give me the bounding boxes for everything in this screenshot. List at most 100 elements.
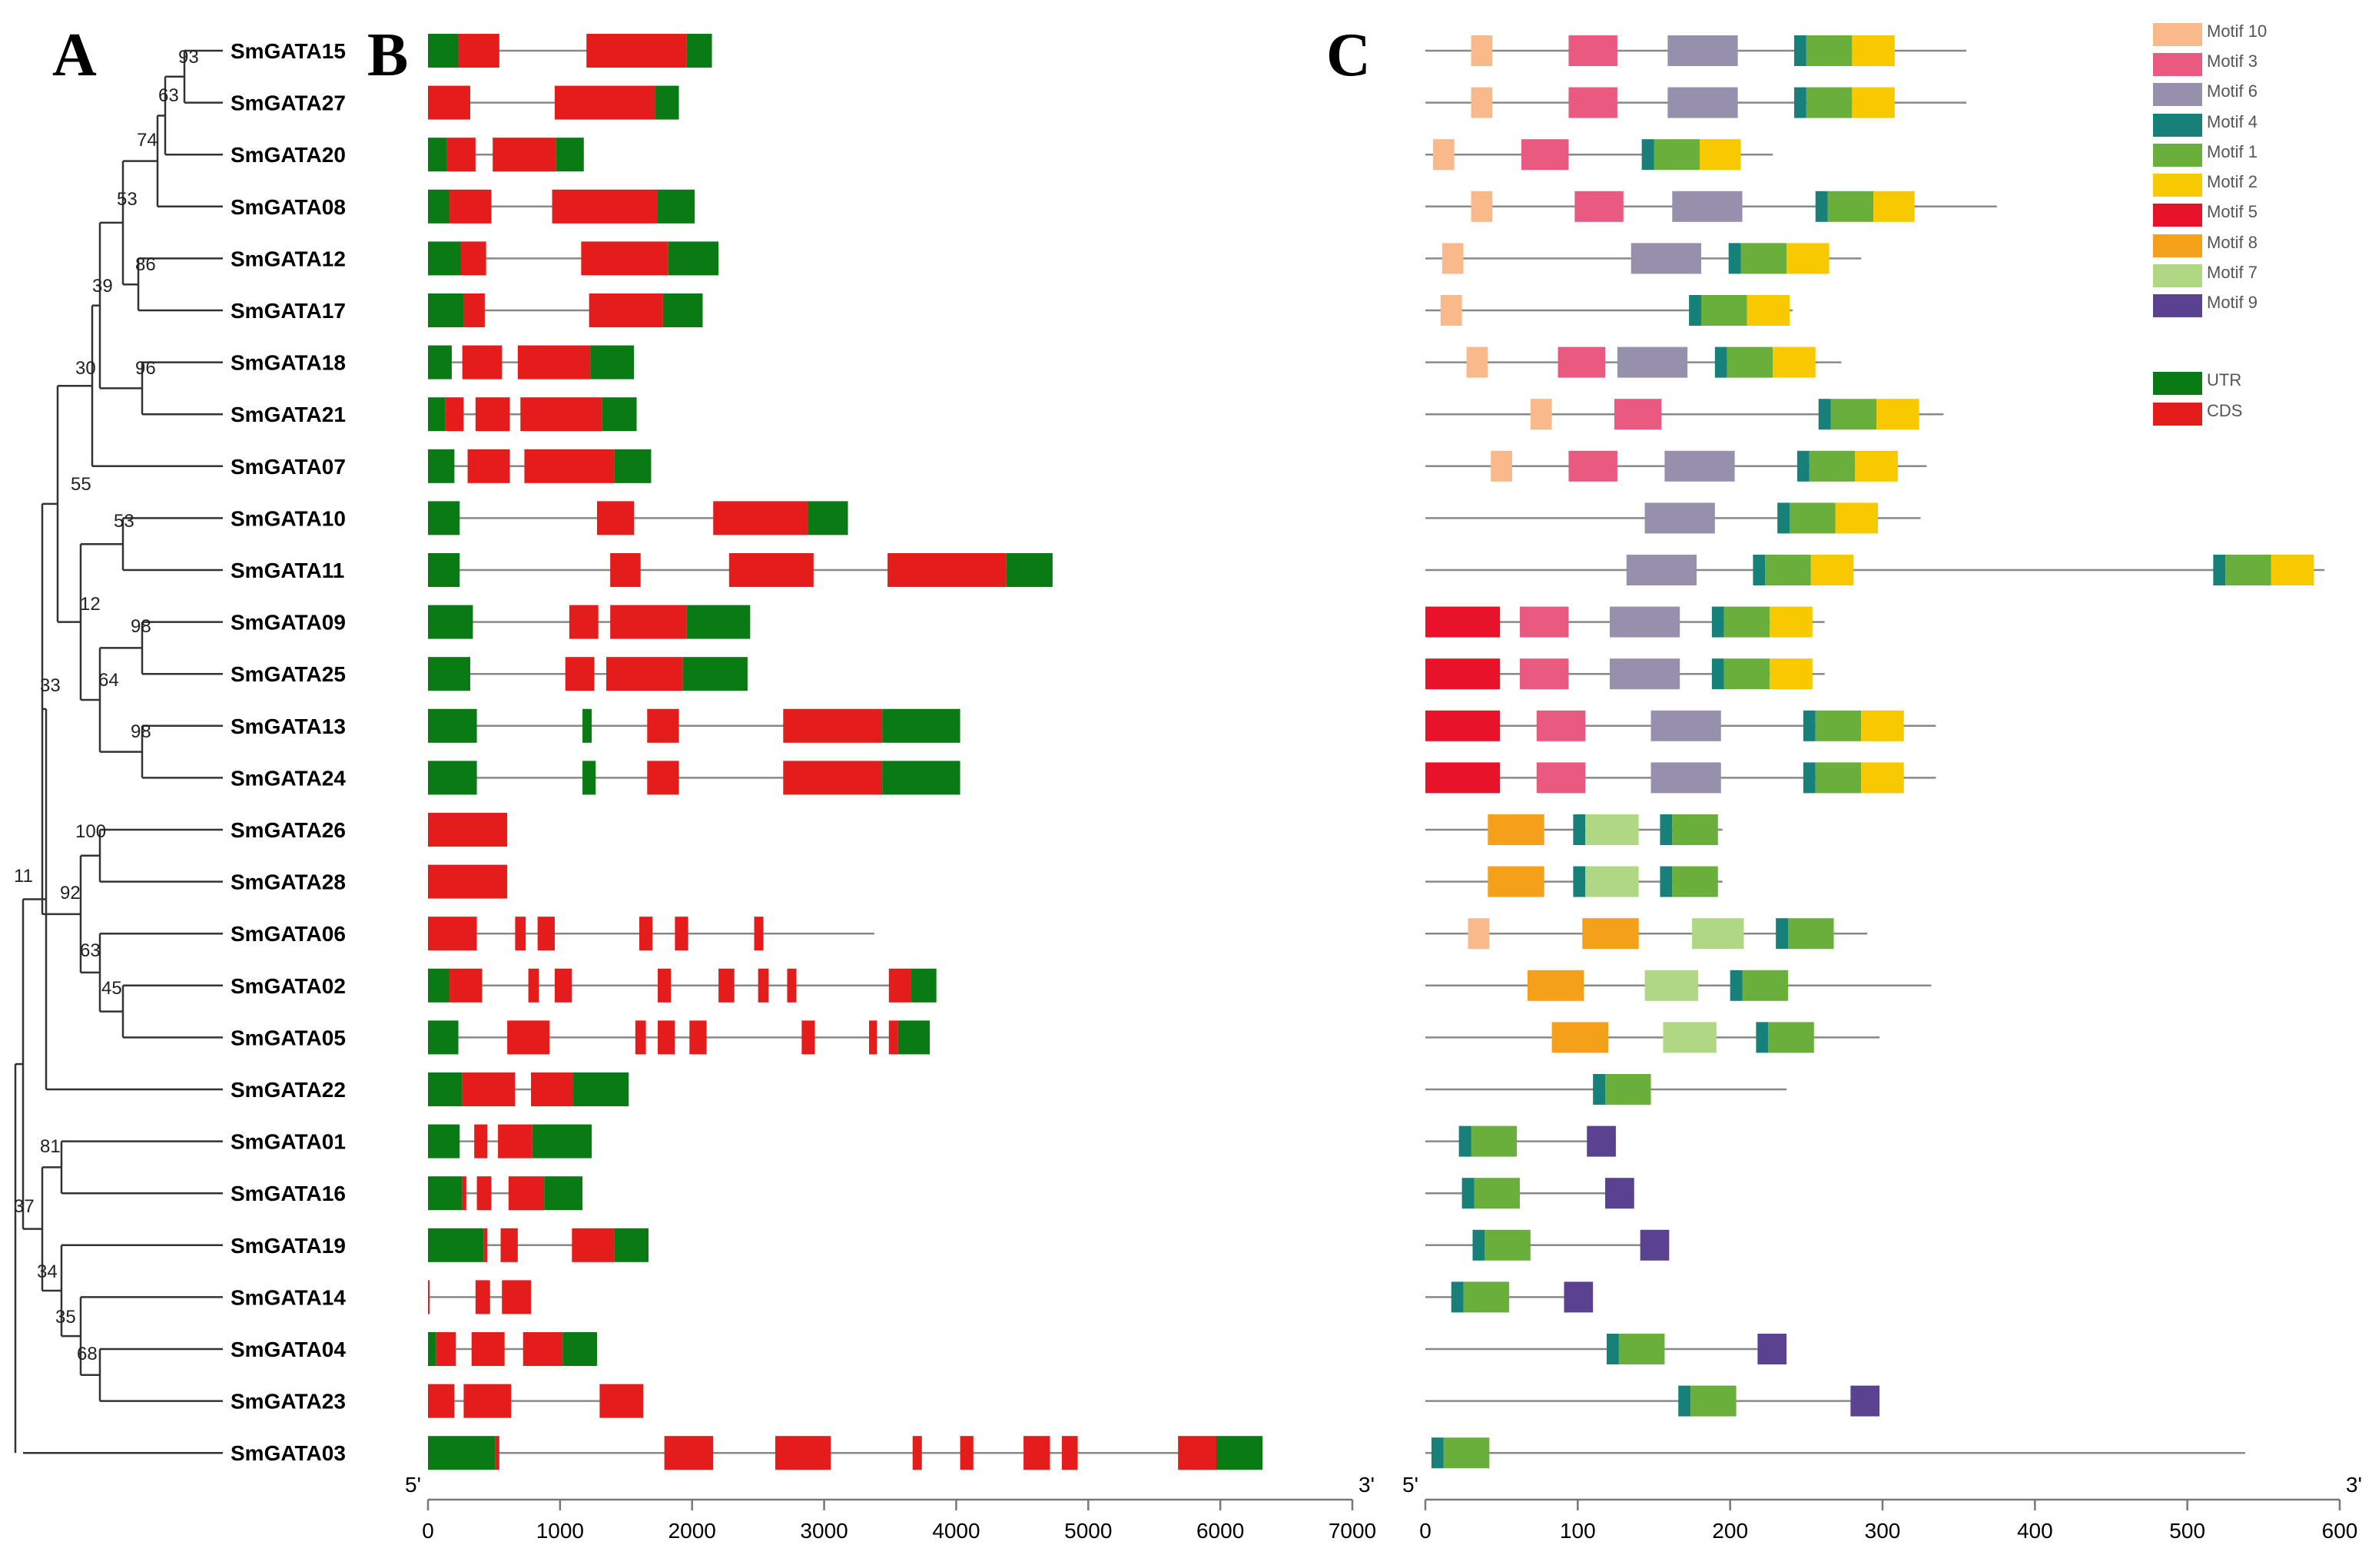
gene-label: SmGATA18 [231, 351, 346, 375]
cds-block [1178, 1436, 1216, 1470]
motif-motif-2-box [1873, 191, 1915, 222]
cds-block [462, 345, 503, 380]
cds-block [528, 968, 539, 1003]
cds-block [887, 553, 1007, 587]
cds-block [888, 1020, 898, 1055]
cds-block [565, 657, 595, 691]
gene-label: SmGATA13 [231, 714, 346, 738]
cds-block [495, 1436, 499, 1470]
utr-block [614, 1228, 649, 1262]
motif-motif-4-box [1728, 243, 1741, 274]
cds-block [689, 1020, 707, 1055]
motif-motif-1-box [1672, 814, 1718, 845]
motif-motif-10-box [1440, 295, 1462, 326]
utr-block [882, 708, 960, 743]
cds-block [664, 1436, 714, 1470]
motif-motif-6-box [1664, 450, 1735, 482]
motif-motif-3-box [1519, 658, 1569, 690]
cds-block [476, 1176, 492, 1211]
cds-block [502, 1280, 532, 1314]
utr-block [668, 241, 719, 276]
legend-label-motif-4: Motif 4 [2207, 112, 2258, 131]
utr-block [897, 1020, 931, 1055]
tick-label: 4000 [932, 1519, 980, 1543]
motif-motif-4-box [1689, 295, 1701, 326]
motif-motif-4-box [2213, 555, 2226, 585]
motif-motif-4-box [1641, 139, 1654, 171]
utr-block [428, 1176, 463, 1211]
motif-motif-8-box [1527, 970, 1584, 1001]
cds-block [462, 1176, 466, 1211]
motif-motif-1-box [1830, 399, 1877, 430]
cds-block [498, 1124, 532, 1159]
utr-block [428, 138, 447, 172]
utr-block [655, 85, 679, 120]
cds-block [475, 397, 510, 432]
utr-block [428, 761, 477, 795]
utr-block [682, 657, 748, 691]
bootstrap-label: 96 [135, 358, 156, 379]
motif-motif-3-box [1536, 762, 1586, 794]
cds-block [569, 605, 599, 639]
gene-label: SmGATA01 [231, 1130, 346, 1154]
tick-label: 500 [2169, 1519, 2205, 1543]
motif-motif-4-box [1777, 502, 1790, 534]
cds-block [728, 553, 814, 587]
cds-block [647, 761, 679, 795]
motif-motif-9-box [1757, 1334, 1787, 1364]
motif-motif-6-box [1626, 555, 1697, 585]
motif-motif-6-box [1617, 346, 1688, 378]
cds-block [428, 917, 477, 951]
utr-block [1216, 1436, 1263, 1470]
motif-motif-9-box [1605, 1178, 1634, 1209]
tick-label: 1000 [536, 1519, 584, 1543]
bootstrap-label: 34 [37, 1261, 58, 1282]
motif-motif-4-box [1756, 1022, 1769, 1053]
cds-block [471, 1332, 505, 1366]
legend-label-motif-3: Motif 3 [2207, 51, 2258, 71]
bootstrap-values: 9363745386399630555312986498331009263451… [14, 47, 199, 1364]
motif-motif-3-box [1536, 710, 1586, 741]
utr-block [428, 1020, 459, 1055]
motif-motif-2-box [1700, 139, 1741, 171]
gene-label: SmGATA28 [231, 870, 346, 894]
motif-motif-1-box [1690, 1385, 1737, 1417]
cds-block [610, 605, 687, 639]
utr-block [428, 708, 477, 743]
utr-block [573, 1072, 629, 1106]
cds-block [658, 968, 672, 1003]
motif-motif-6-box [1650, 710, 1721, 741]
motif-motif-1-box [1485, 1229, 1531, 1261]
motif-motif-4-box [1815, 191, 1828, 222]
utr-block [428, 553, 460, 587]
utr-block [602, 397, 637, 432]
legend-label-utr: UTR [2207, 370, 2241, 390]
motif-motif-3-box [1558, 346, 1606, 378]
bootstrap-label: 93 [178, 47, 199, 68]
cds-block [523, 1332, 563, 1366]
motif-motif-1-box [1765, 555, 1811, 585]
cds-block [610, 553, 641, 587]
utr-block [428, 241, 461, 276]
panel-letter-c: C [1326, 22, 1371, 89]
motif-motif-4-box [1711, 658, 1724, 690]
utr-block [686, 605, 751, 639]
bootstrap-label: 33 [40, 675, 61, 696]
utr-block [428, 657, 470, 691]
motif-motif-1-box [1727, 346, 1773, 378]
motif-motif-3-box [1574, 191, 1624, 222]
bootstrap-label: 30 [75, 358, 96, 379]
legend-label-motif-8: Motif 8 [2207, 233, 2258, 252]
gene-label: SmGATA03 [231, 1441, 346, 1465]
motif-motif-2-box [1876, 399, 1919, 430]
motif-motif-2-box [1773, 346, 1816, 378]
motif-motif-8-box [1488, 866, 1544, 897]
motif-motif-1-box [1723, 606, 1770, 638]
motif-motif-7-box [1692, 918, 1744, 950]
utr-block [532, 1124, 592, 1159]
gene-label: SmGATA10 [231, 506, 346, 530]
utr-block [562, 1332, 597, 1366]
cds-block [581, 241, 668, 276]
gene-label: SmGATA14 [231, 1285, 346, 1309]
motif-motif-3-box [1568, 35, 1617, 66]
